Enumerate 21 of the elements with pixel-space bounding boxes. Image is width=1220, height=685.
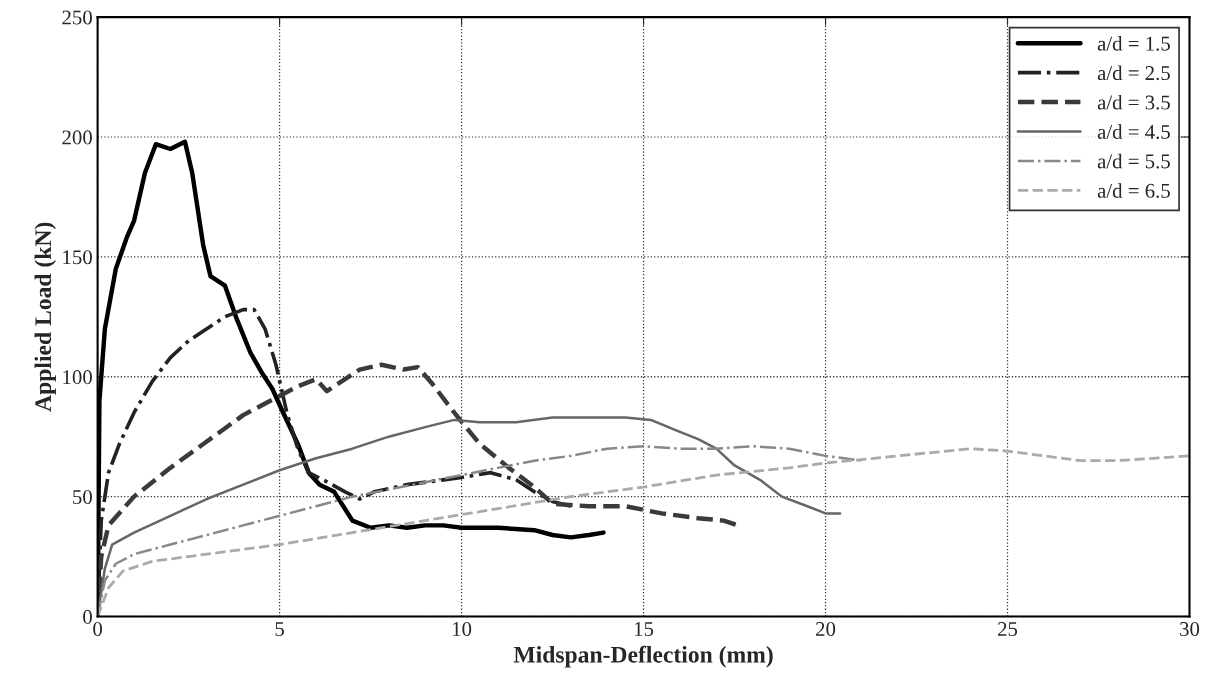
y-tick-label: 0	[83, 609, 92, 624]
legend-label: a/d = 4.5	[1097, 124, 1170, 140]
y-axis-title: Applied Load (kN)	[34, 222, 56, 412]
y-tick-label: 250	[62, 10, 92, 25]
y-tick-label: 200	[62, 130, 92, 145]
legend-label: a/d = 3.5	[1097, 94, 1170, 110]
legend-label: a/d = 1.5	[1097, 36, 1170, 51]
x-tick-label: 15	[634, 622, 654, 637]
x-tick-label: 10	[452, 621, 472, 637]
legend-label: a/d = 6.5	[1097, 183, 1170, 198]
y-tick-label: 150	[63, 250, 92, 265]
x-tick-label: 25	[998, 622, 1018, 637]
legend-label: a/d = 2.5	[1097, 65, 1170, 81]
x-tick-label: 5	[275, 622, 284, 637]
x-tick-label: 30	[1180, 621, 1200, 637]
y-tick-label: 100	[63, 370, 92, 385]
y-tick-label: 50	[73, 490, 92, 505]
x-axis-title: Midspan-Deflection (mm)	[513, 645, 773, 668]
legend-label: a/d = 5.5	[1097, 153, 1170, 169]
x-tick-label: 0	[93, 621, 103, 637]
x-tick-label: 20	[816, 621, 836, 637]
